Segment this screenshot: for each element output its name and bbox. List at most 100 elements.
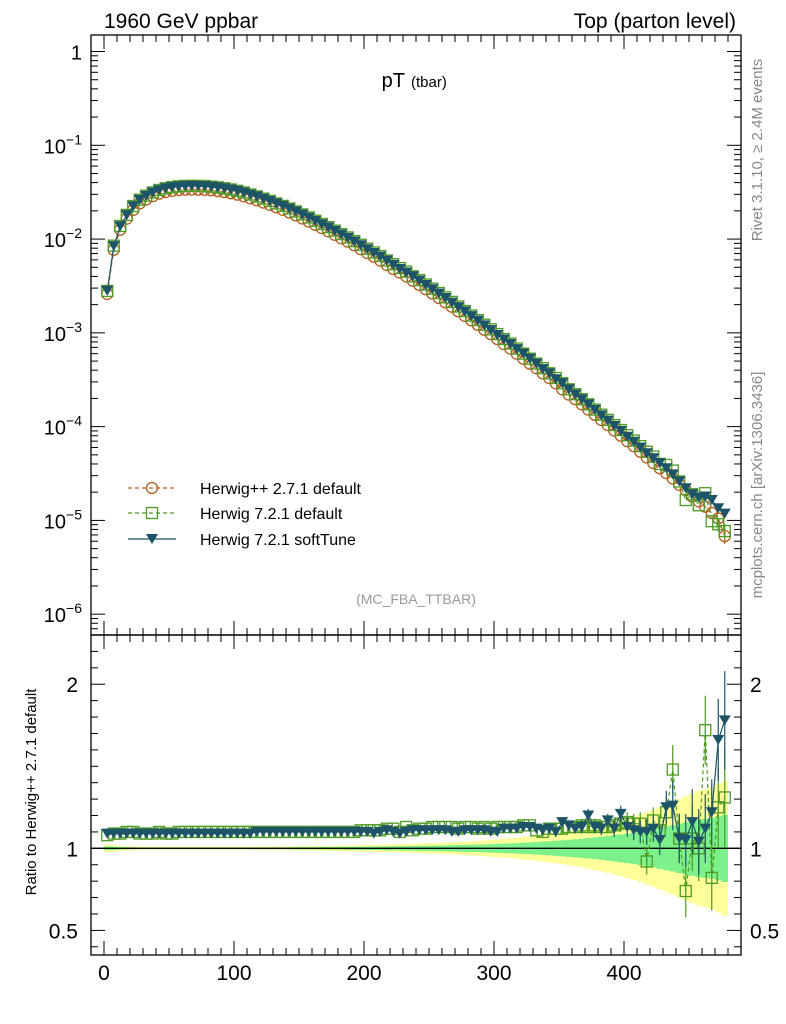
main-series-point <box>705 515 718 528</box>
main-series-point <box>556 378 569 389</box>
y-tick-label: 10−4 <box>44 413 82 440</box>
analysis-watermark: (MC_FBA_TTBAR) <box>356 591 476 607</box>
main-panel-frame <box>90 34 742 636</box>
y-tick-base: 1 <box>71 43 82 65</box>
main-series-point <box>283 203 296 214</box>
ratio-series-point <box>679 835 692 846</box>
y-tick-exponent: −1 <box>66 131 82 147</box>
main-series-point <box>341 232 354 243</box>
main-series-point <box>491 329 504 340</box>
main-series-point <box>361 244 374 255</box>
main-series-point <box>153 185 166 196</box>
main-series-point <box>107 241 120 252</box>
main-series-point <box>322 222 335 233</box>
x-tick-label: 400 <box>606 962 641 985</box>
main-series-point <box>588 404 601 415</box>
main-series-point <box>406 271 419 282</box>
ratio-panel-frame <box>90 634 742 956</box>
main-series-point <box>120 210 133 221</box>
main-series-point <box>621 431 634 442</box>
main-series-point <box>699 491 712 502</box>
main-series-line-2 <box>106 185 726 515</box>
y-tick-label: 10−2 <box>44 225 82 252</box>
ratio-y-tick-label: 0.5 <box>49 920 78 943</box>
header-left-label: 1960 GeV ppbar <box>104 10 258 33</box>
main-series-point <box>458 304 471 318</box>
main-series-point <box>127 199 140 213</box>
main-series-point <box>562 383 575 396</box>
y-tick-label: 10−1 <box>44 131 82 158</box>
y-tick-exponent: −4 <box>66 413 82 429</box>
legend-entry-herwigpp: Herwig++ 2.7.1 default <box>128 481 362 498</box>
main-series-point <box>354 240 367 251</box>
ratio-series-point <box>556 817 569 828</box>
main-series-point <box>653 457 666 468</box>
ratio-series-point <box>666 800 679 811</box>
main-series-point <box>101 284 114 298</box>
ratio-series-point <box>699 823 712 834</box>
mcplots-reference-label: mcplots.cern.ch [arXiv:1306.3436] <box>749 372 766 599</box>
y-tick-label: 10−6 <box>44 600 82 627</box>
x-tick-label: 100 <box>216 962 251 985</box>
ratio-series-point <box>640 826 653 837</box>
ratio-y-axis-label: Ratio to Herwig++ 2.7.1 default <box>23 688 40 896</box>
main-series-point <box>309 215 322 226</box>
tick-labels: 110−110−210−310−410−510−60.5 0.51 12 20 100 2… <box>44 43 779 985</box>
ratio-series-point <box>705 871 718 885</box>
legend-label-herwig721: Herwig 7.2.1 default <box>200 506 343 523</box>
main-series-line-1 <box>106 185 726 532</box>
main-series-point <box>530 357 543 370</box>
main-series-point <box>497 332 510 346</box>
main-series-point <box>523 353 536 364</box>
ratio-series-point <box>653 835 666 846</box>
legend-label-herwigpp: Herwig++ 2.7.1 default <box>200 481 362 498</box>
main-series-point <box>575 394 588 405</box>
main-series-point <box>718 508 731 519</box>
main-series-point <box>517 348 530 359</box>
x-tick-label: 0 <box>98 962 110 985</box>
ratio-series-point <box>699 724 712 737</box>
main-series-point <box>679 483 692 494</box>
ratio-series-point <box>582 810 595 821</box>
main-series-point <box>595 410 608 421</box>
legend-entry-herwig721: Herwig 7.2.1 default <box>128 506 343 523</box>
ratio-series-point <box>647 823 660 834</box>
main-series-point <box>465 311 478 322</box>
ratio-y-tick-label-right: 1 <box>750 838 762 861</box>
ratio-y-tick-label: 2 <box>66 674 78 697</box>
ratio-series-point <box>692 836 705 847</box>
main-series-point <box>712 503 725 514</box>
main-series-point <box>133 193 146 206</box>
ratio-series-point <box>686 817 699 828</box>
y-tick-exponent: −2 <box>66 225 82 241</box>
main-series-point <box>101 285 114 296</box>
main-series-point <box>400 267 413 278</box>
legend-marker-herwigpp <box>145 481 159 495</box>
main-series-point <box>510 344 523 355</box>
main-series-point <box>289 206 302 217</box>
y-tick-label: 10−5 <box>44 506 82 533</box>
main-series-point <box>484 325 497 336</box>
main-series-point <box>634 442 647 453</box>
ratio-series-point <box>614 808 627 819</box>
ratio-series-point <box>543 823 556 834</box>
main-series-point <box>296 209 309 220</box>
main-series-point <box>114 221 127 232</box>
main-series-point <box>107 239 120 252</box>
main-series-point <box>458 306 471 317</box>
main-series-point <box>445 297 458 308</box>
main-series-point <box>647 453 660 464</box>
main-series-point <box>367 248 380 259</box>
y-tick-base: 10 <box>44 605 66 627</box>
main-series-point <box>374 251 387 262</box>
main-series-point <box>504 339 517 350</box>
main-series-point <box>686 489 699 500</box>
main-series-point <box>543 367 556 380</box>
ratio-series-point <box>718 791 731 804</box>
ratio-series-point <box>575 822 588 832</box>
ratio-series-point <box>562 820 575 831</box>
legend-label-softtune: Herwig 7.2.1 softTune <box>200 532 356 549</box>
legend-marker-herwig721 <box>145 506 159 520</box>
ratio-series-point <box>549 826 562 837</box>
